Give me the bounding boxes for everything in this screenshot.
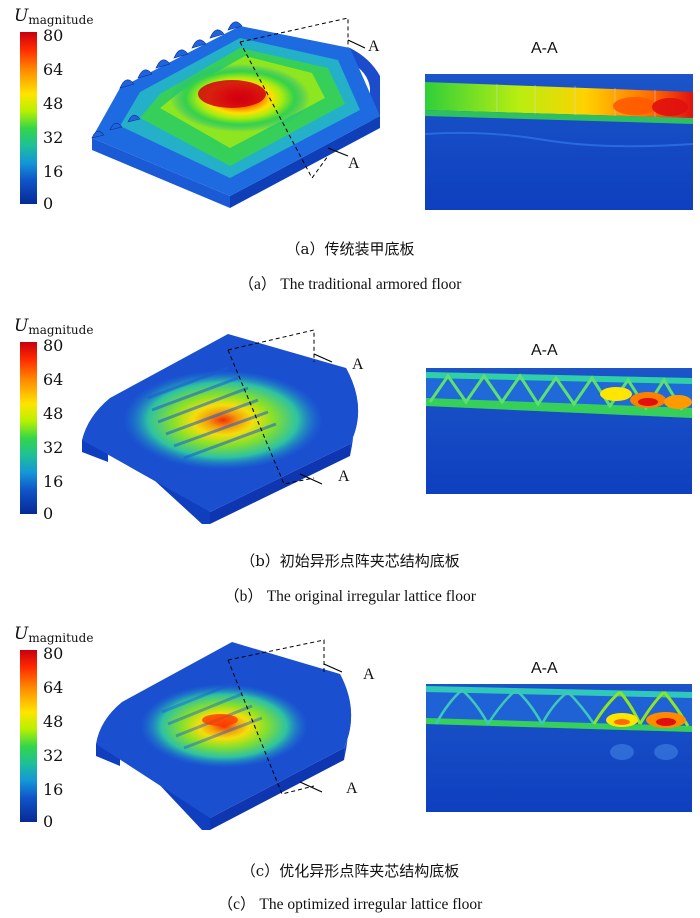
tick-label: 0	[43, 194, 54, 213]
section-a-a-view	[426, 684, 692, 812]
color-bar	[20, 342, 37, 514]
tick-label: 32	[43, 438, 64, 457]
panel-a: Umagnitude 80 64 48 32 16 0 A A A-A	[0, 0, 700, 300]
tick-label: 16	[43, 780, 64, 799]
section-title: A-A	[531, 660, 558, 677]
legend-title: Umagnitude	[14, 6, 94, 27]
floor-3d-view	[82, 329, 359, 524]
tick-label: 48	[43, 712, 64, 731]
tick-label: 16	[43, 472, 64, 491]
section-marker-label: A	[338, 468, 350, 485]
tick-label: 64	[43, 678, 64, 697]
section-a-a-view	[426, 368, 692, 494]
tick-label: 48	[43, 94, 64, 113]
caption-cn: （c）优化异形点阵夹芯结构底板	[240, 862, 460, 880]
tick-label: 80	[43, 644, 64, 663]
color-bar	[20, 32, 37, 204]
tick-label: 80	[43, 26, 64, 45]
legend-title: Umagnitude	[14, 624, 94, 645]
tick-label: 0	[43, 504, 54, 523]
caption-en: （a） The traditional armored floor	[238, 276, 462, 293]
caption-en: （c） The optimized irregular lattice floo…	[217, 896, 483, 913]
color-bar	[20, 650, 37, 822]
legend-title: Umagnitude	[14, 316, 94, 337]
caption-en: （b） The original irregular lattice floor	[224, 588, 476, 605]
section-marker-label: A	[363, 666, 375, 683]
caption-cn: （a）传统装甲底板	[285, 240, 415, 258]
tick-label: 32	[43, 128, 64, 147]
tick-label: 80	[43, 336, 64, 355]
section-title: A-A	[531, 342, 558, 359]
floor-3d-view	[96, 639, 352, 830]
floor-3d-view	[91, 18, 380, 208]
section-title: A-A	[531, 40, 558, 57]
tick-label: 64	[43, 60, 64, 79]
section-marker-label: A	[348, 155, 360, 172]
panel-c: Umagnitude 80 64 48 32 16 0 A A A-A	[0, 620, 700, 918]
tick-label: 16	[43, 162, 64, 181]
section-marker-label: A	[352, 356, 364, 373]
tick-label: 48	[43, 404, 64, 423]
section-marker-label: A	[368, 38, 380, 55]
caption-cn: （b）初始异形点阵夹芯结构底板	[240, 552, 460, 570]
panel-b: Umagnitude 80 64 48 32 16 0 A A A-A	[0, 310, 700, 610]
tick-label: 64	[43, 370, 64, 389]
section-a-a-view	[425, 74, 693, 210]
tick-label: 0	[43, 812, 54, 831]
tick-label: 32	[43, 746, 64, 765]
section-marker-label: A	[346, 780, 358, 797]
